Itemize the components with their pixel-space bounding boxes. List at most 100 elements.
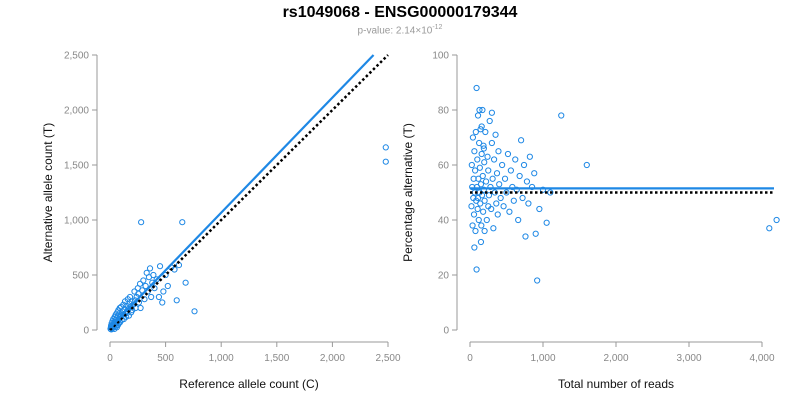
y-tick-label: 60 — [438, 161, 450, 172]
data-point — [482, 128, 489, 136]
data-point — [536, 205, 543, 213]
data-point — [136, 280, 144, 287]
data-point — [155, 293, 163, 301]
data-point — [477, 238, 485, 246]
p-value-text: p-value: 2.14×10 — [357, 25, 433, 37]
data-point — [469, 134, 477, 141]
data-point — [481, 227, 488, 235]
y-tick-label: 40 — [438, 216, 450, 227]
data-point — [509, 183, 516, 191]
data-point — [543, 219, 550, 226]
x-tick-label: 0 — [467, 353, 473, 364]
data-point — [160, 288, 167, 295]
data-point — [520, 161, 528, 169]
data-point — [766, 225, 773, 232]
data-point — [488, 109, 495, 116]
data-point — [525, 200, 532, 207]
data-point — [512, 156, 519, 163]
data-point — [473, 266, 480, 273]
data-point — [516, 172, 523, 180]
x-tick-label: 3,000 — [676, 353, 701, 364]
data-point — [485, 203, 492, 210]
data-point — [150, 271, 157, 279]
data-point — [480, 142, 487, 149]
data-point — [173, 297, 180, 304]
y-axis-label: Percentage alternative (T) — [401, 123, 415, 262]
data-point — [526, 153, 533, 160]
data-point — [487, 183, 494, 191]
data-point — [583, 161, 590, 169]
data-point — [179, 219, 186, 226]
data-point — [162, 271, 169, 279]
y-tick-label: 0 — [83, 326, 89, 337]
data-point — [474, 112, 482, 119]
y-tick-label: 100 — [432, 51, 449, 62]
data-point — [475, 175, 482, 182]
x-tick-label: 2,000 — [320, 353, 345, 364]
data-point — [532, 230, 539, 237]
x-tick-label: 4,000 — [749, 353, 774, 364]
x-axis-label: Total number of reads — [558, 377, 674, 391]
data-point — [123, 313, 130, 320]
data-point — [485, 167, 492, 174]
data-point — [164, 282, 171, 290]
data-point — [504, 150, 512, 158]
data-point — [547, 189, 554, 196]
data-point — [471, 148, 478, 155]
data-point — [480, 208, 487, 215]
data-point — [476, 106, 483, 114]
data-point — [156, 263, 164, 270]
scatter-panel-percentage-alternative: 0 1,000 2,000 3,000 4,000 0 20 40 60 80 100 Total n… — [401, 51, 780, 391]
x-axis-label: Reference allele count (C) — [179, 377, 318, 391]
expected-reference-line — [109, 54, 389, 331]
data-point — [499, 161, 506, 169]
data-point — [468, 161, 475, 169]
data-point — [484, 153, 491, 160]
data-point — [468, 203, 475, 210]
fit-line — [109, 54, 375, 329]
data-point — [486, 117, 493, 125]
data-point — [473, 84, 480, 92]
data-point — [482, 178, 490, 185]
data-point — [495, 148, 502, 155]
y-tick-label: 2,500 — [64, 51, 89, 62]
y-tick-label: 80 — [438, 106, 450, 117]
data-point — [474, 194, 482, 202]
data-point — [135, 290, 142, 297]
data-point — [528, 183, 536, 191]
data-point — [480, 145, 487, 152]
data-point — [159, 299, 166, 306]
data-point — [471, 244, 478, 251]
data-point — [507, 167, 514, 174]
data-point — [479, 106, 486, 114]
data-point — [496, 181, 503, 188]
y-tick-label: 20 — [438, 271, 450, 282]
data-point — [531, 170, 538, 177]
data-point — [490, 156, 498, 163]
data-point — [477, 126, 484, 133]
data-point — [148, 293, 155, 301]
y-tick-label: 500 — [72, 271, 89, 282]
data-point — [474, 205, 481, 213]
y-axis-label: Alternative allele count (T) — [41, 123, 55, 262]
data-point — [182, 279, 189, 286]
data-point — [474, 156, 481, 163]
x-tick-label: 2,000 — [603, 353, 628, 364]
data-point — [480, 186, 487, 193]
data-point — [492, 131, 499, 138]
data-point — [153, 276, 160, 283]
y-tick-label: 1,000 — [64, 216, 89, 227]
data-point — [140, 277, 147, 284]
data-point — [485, 192, 493, 199]
data-point — [479, 172, 486, 180]
data-point — [138, 219, 145, 226]
data-point — [476, 164, 483, 171]
data-point — [489, 175, 496, 182]
x-tick-label: 1,500 — [264, 353, 289, 364]
x-tick-label: 2,500 — [375, 353, 400, 364]
data-point — [506, 208, 513, 215]
data-point — [478, 123, 485, 130]
scatter-panel-allele-counts: 0 500 1,000 1,500 2,000 2,500 0 500 1,000 1,500 2,… — [41, 51, 401, 392]
data-point — [478, 222, 485, 229]
